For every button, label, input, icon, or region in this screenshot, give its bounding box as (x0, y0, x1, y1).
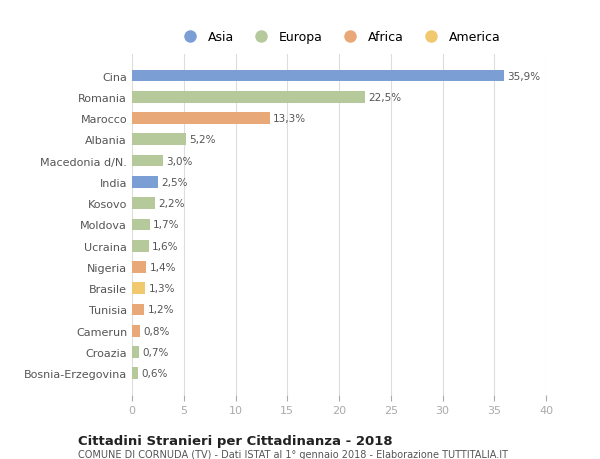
Bar (132, 283, 145, 294)
Text: 2,2%: 2,2% (158, 199, 184, 209)
Text: 1,3%: 1,3% (149, 284, 175, 294)
Bar (132, 113, 269, 125)
Text: 22,5%: 22,5% (368, 93, 401, 102)
Bar (132, 347, 139, 358)
Text: 1,4%: 1,4% (149, 263, 176, 272)
Bar (132, 219, 149, 231)
Bar (132, 304, 145, 316)
Text: 0,6%: 0,6% (142, 369, 167, 379)
Text: 1,7%: 1,7% (152, 220, 179, 230)
Bar (132, 92, 365, 103)
Text: COMUNE DI CORNUDA (TV) - Dati ISTAT al 1° gennaio 2018 - Elaborazione TUTTITALIA: COMUNE DI CORNUDA (TV) - Dati ISTAT al 1… (78, 449, 508, 459)
Legend: Asia, Europa, Africa, America: Asia, Europa, Africa, America (174, 28, 504, 48)
Text: 1,2%: 1,2% (148, 305, 174, 315)
Bar (132, 71, 503, 82)
Text: 3,0%: 3,0% (166, 156, 193, 166)
Text: 13,3%: 13,3% (273, 114, 306, 124)
Text: Cittadini Stranieri per Cittadinanza - 2018: Cittadini Stranieri per Cittadinanza - 2… (78, 434, 392, 447)
Text: 5,2%: 5,2% (189, 135, 215, 145)
Bar (132, 134, 186, 146)
Text: 0,7%: 0,7% (142, 347, 169, 357)
Bar (132, 177, 158, 188)
Bar (132, 262, 146, 273)
Text: 35,9%: 35,9% (506, 71, 540, 81)
Bar (132, 156, 163, 167)
Text: 0,8%: 0,8% (143, 326, 170, 336)
Bar (132, 198, 155, 209)
Bar (132, 241, 149, 252)
Text: 1,6%: 1,6% (152, 241, 178, 251)
Bar (132, 368, 138, 379)
Text: 2,5%: 2,5% (161, 178, 187, 187)
Bar (132, 325, 140, 337)
